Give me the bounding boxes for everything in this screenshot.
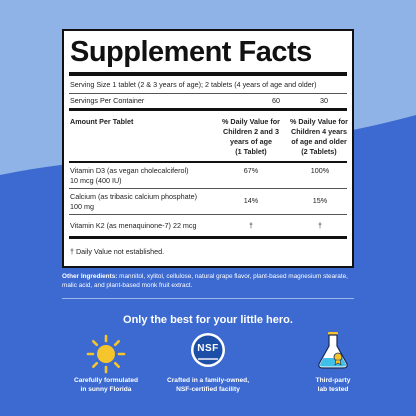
feature-florida-label: Carefully formulated in sunny Florida (73, 377, 139, 393)
header-col2: % Daily Value for Children 4 years of ag… (290, 117, 348, 156)
rule (69, 188, 347, 189)
servings-col1: 60 (272, 96, 280, 105)
nsf-badge-icon (191, 333, 225, 367)
header-col1: % Daily Value for Children 2 and 3 years… (222, 117, 280, 156)
supplement-facts-panel: Supplement Facts Serving Size 1 tablet (… (62, 29, 354, 268)
footnote: † Daily Value not established. (70, 247, 165, 256)
feature-lab-label: Third-party lab tested (315, 377, 351, 393)
row-vitamin-d3-col2: 100% (310, 166, 330, 175)
servings-label: Servings Per Container (70, 96, 145, 105)
header-amount: Amount Per Tablet (70, 117, 134, 126)
row-calcium-name: Calcium (as tribasic calcium phosphate) … (70, 192, 198, 211)
tagline: Only the best for your little hero. (123, 314, 293, 326)
flask-icon (318, 332, 348, 369)
row-vitamin-d3-col1: 67% (243, 166, 259, 175)
other-ingredients: Other Ingredients: mannitol, xylitol, ce… (62, 272, 354, 290)
sun-icon (86, 334, 126, 374)
row-vitamin-k2-name: Vitamin K2 (as menaquinone-7) 22 mcg (70, 221, 197, 230)
rule (69, 214, 347, 215)
rule (69, 93, 347, 94)
feature-nsf-label: Crafted in a family-owned, NSF-certified… (166, 377, 250, 393)
row-calcium-col2: 15% (312, 196, 328, 205)
panel-title: Supplement Facts (70, 36, 312, 68)
row-vitamin-k2-col1: † (249, 221, 253, 230)
title-rule (69, 72, 347, 76)
row-vitamin-k2-col2: † (318, 221, 322, 230)
rule-thick (69, 236, 347, 239)
row-calcium-col1: 14% (243, 196, 259, 205)
row-vitamin-d3-name: Vitamin D3 (as vegan cholecalciferol) 10… (70, 166, 189, 185)
nsf-badge-text: NSF (197, 343, 219, 354)
divider (62, 298, 354, 299)
rule-header (69, 161, 347, 163)
ingredients-label: Other Ingredients: (62, 273, 118, 280)
rule-thick (69, 108, 347, 111)
servings-col2: 30 (320, 96, 328, 105)
ingredients-text: mannitol, xylitol, cellulose, natural gr… (62, 273, 348, 289)
serving-size: Serving Size 1 tablet (2 & 3 years of ag… (70, 80, 317, 89)
